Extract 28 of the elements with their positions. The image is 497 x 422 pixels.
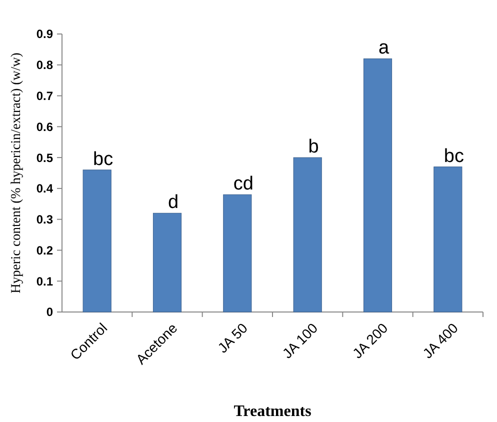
y-axis-title: Hyperic content (% hypericin/extract) (w/w) (8, 52, 23, 294)
bar (223, 194, 252, 312)
y-tick-label: 0 (46, 305, 54, 320)
y-tick-label: 0.6 (36, 120, 54, 134)
y-tick-label: 0.2 (36, 243, 54, 258)
x-tick-label: JA 400 (419, 320, 462, 362)
y-tick-label: 0.7 (36, 88, 54, 103)
x-tick-label: JA 100 (279, 320, 321, 362)
y-tick-label: 0.5 (36, 150, 54, 165)
x-tick-label: JA 50 (214, 320, 251, 356)
y-tick-label: 0.1 (36, 274, 54, 288)
y-tick-label: 0.9 (36, 27, 54, 42)
annotation: a (378, 38, 390, 59)
annotation: bc (93, 148, 114, 170)
bar (152, 212, 182, 312)
annotation: d (168, 192, 179, 214)
bar (82, 170, 112, 312)
y-tick-label: 0.4 (36, 182, 54, 196)
y-tick-label: 0.8 (36, 58, 54, 72)
bar (434, 166, 462, 312)
annotation: cd (233, 174, 254, 195)
x-tick-label: JA 200 (349, 320, 391, 362)
bar (293, 157, 322, 312)
y-tick-label: 0.3 (36, 212, 54, 227)
annotation: bc (444, 146, 464, 167)
x-axis-title: Treatments (234, 403, 312, 420)
bar (363, 58, 392, 312)
annotation: b (308, 136, 319, 158)
